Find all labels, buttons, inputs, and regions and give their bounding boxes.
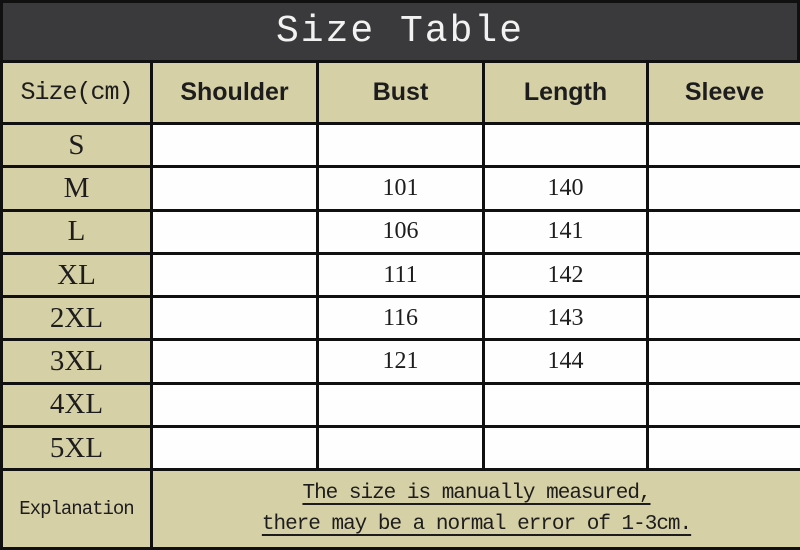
title-bar: Size Table bbox=[0, 0, 800, 60]
size-label: 2XL bbox=[0, 295, 153, 342]
column-header-size: Size(cm) bbox=[0, 60, 153, 125]
column-header-bust: Bust bbox=[316, 60, 485, 125]
explanation-text: The size is manually measured, there may… bbox=[150, 468, 800, 550]
bust-value: 116 bbox=[316, 295, 485, 342]
explanation-row: Explanation The size is manually measure… bbox=[0, 468, 800, 550]
page-title: Size Table bbox=[275, 10, 525, 53]
bust-value: 101 bbox=[316, 165, 485, 212]
bust-value bbox=[316, 121, 485, 169]
sleeve-value bbox=[646, 381, 800, 429]
shoulder-value bbox=[150, 338, 319, 385]
size-table: Size(cm) Shoulder Bust Length Sleeve S M… bbox=[0, 60, 800, 550]
explanation-line-2: there may be a normal error of 1-3cm. bbox=[261, 513, 692, 537]
sleeve-value bbox=[646, 121, 800, 169]
shoulder-value bbox=[150, 381, 319, 429]
size-label: 3XL bbox=[0, 338, 153, 385]
table-row-m: M 101 140 bbox=[0, 165, 800, 212]
table-row-l: L 106 141 bbox=[0, 208, 800, 255]
length-value bbox=[482, 381, 649, 429]
table-row-2xl: 2XL 116 143 bbox=[0, 295, 800, 342]
bust-value: 111 bbox=[316, 251, 485, 299]
shoulder-value bbox=[150, 251, 319, 299]
size-label: S bbox=[0, 121, 153, 169]
shoulder-value bbox=[150, 165, 319, 212]
size-label: L bbox=[0, 208, 153, 255]
shoulder-value bbox=[150, 425, 319, 472]
sleeve-value bbox=[646, 165, 800, 212]
explanation-label: Explanation bbox=[0, 468, 153, 550]
shoulder-value bbox=[150, 208, 319, 255]
column-header-length: Length bbox=[482, 60, 649, 125]
bust-value: 106 bbox=[316, 208, 485, 255]
shoulder-value bbox=[150, 295, 319, 342]
length-value: 142 bbox=[482, 251, 649, 299]
sleeve-value bbox=[646, 251, 800, 299]
length-value: 144 bbox=[482, 338, 649, 385]
length-value: 141 bbox=[482, 208, 649, 255]
shoulder-value bbox=[150, 121, 319, 169]
sleeve-value bbox=[646, 425, 800, 472]
bust-value: 121 bbox=[316, 338, 485, 385]
table-row-xl: XL 111 142 bbox=[0, 251, 800, 299]
sleeve-value bbox=[646, 208, 800, 255]
table-row-s: S bbox=[0, 121, 800, 169]
bust-value bbox=[316, 425, 485, 472]
size-label: M bbox=[0, 165, 153, 212]
length-value bbox=[482, 425, 649, 472]
column-header-shoulder: Shoulder bbox=[150, 60, 319, 125]
explanation-line-1: The size is manually measured, bbox=[302, 481, 651, 505]
size-label: XL bbox=[0, 251, 153, 299]
bust-value bbox=[316, 381, 485, 429]
table-row-4xl: 4XL bbox=[0, 381, 800, 429]
length-value bbox=[482, 121, 649, 169]
sleeve-value bbox=[646, 295, 800, 342]
length-value: 143 bbox=[482, 295, 649, 342]
table-row-3xl: 3XL 121 144 bbox=[0, 338, 800, 385]
size-label: 5XL bbox=[0, 425, 153, 472]
table-row-5xl: 5XL bbox=[0, 425, 800, 472]
column-header-sleeve: Sleeve bbox=[646, 60, 800, 125]
sleeve-value bbox=[646, 338, 800, 385]
header-row: Size(cm) Shoulder Bust Length Sleeve bbox=[0, 60, 800, 125]
size-label: 4XL bbox=[0, 381, 153, 429]
length-value: 140 bbox=[482, 165, 649, 212]
